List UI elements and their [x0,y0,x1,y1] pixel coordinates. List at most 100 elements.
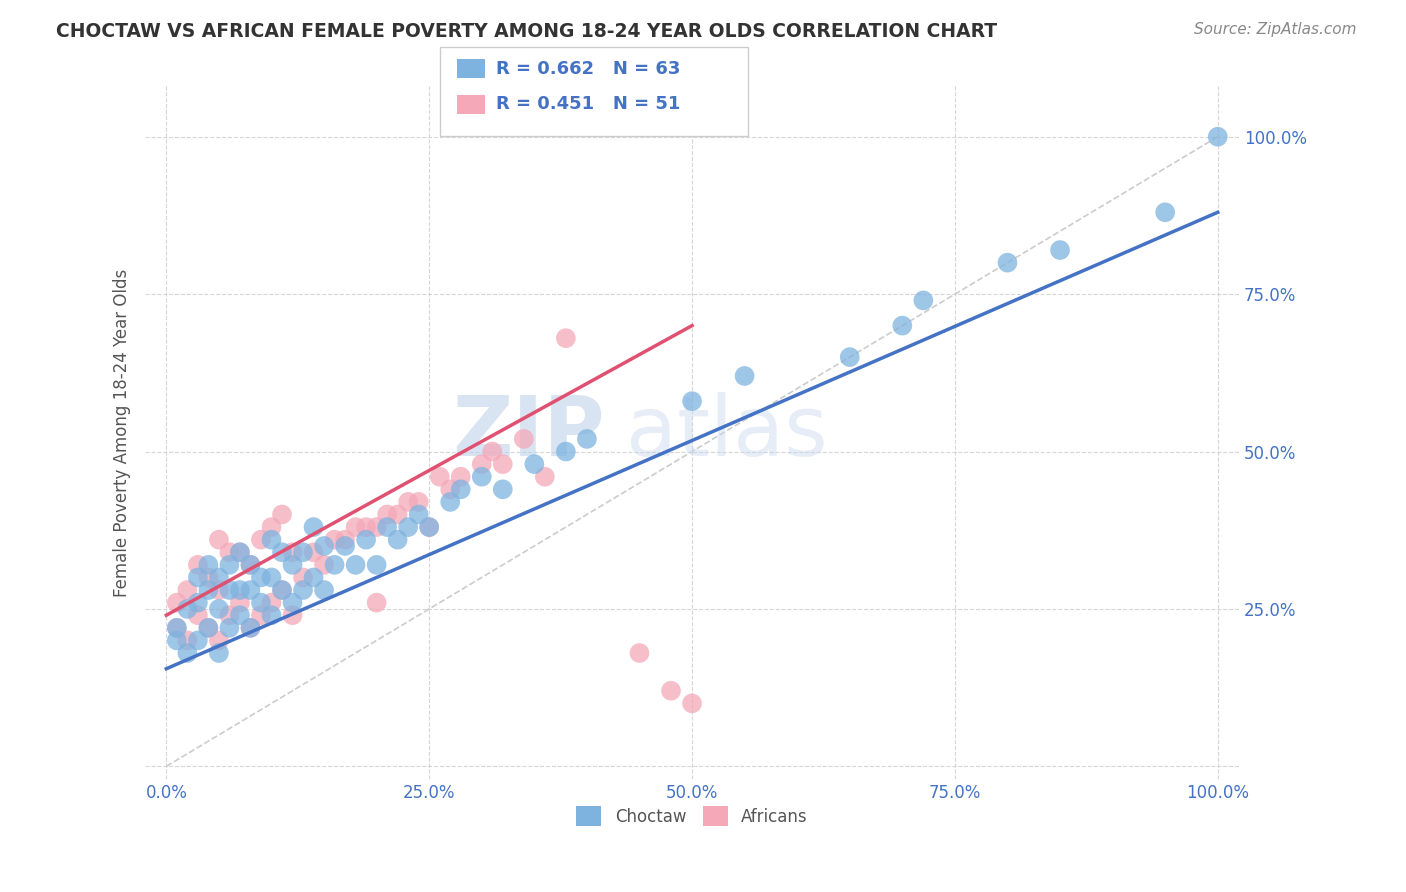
Point [575,432,598,446]
Point [250,596,273,610]
Point [239,558,262,572]
Point [333,539,356,553]
Point [439,483,461,497]
Point [408,495,430,509]
Point [260,570,283,584]
Point [681,394,703,409]
Point [323,533,346,547]
Point [492,457,515,471]
Point [344,520,367,534]
Point [302,570,325,584]
Point [260,596,283,610]
Point [218,608,240,623]
Point [418,520,440,534]
Point [187,570,209,584]
Point [1206,129,1229,144]
Point [1154,205,1177,219]
Point [375,520,398,534]
Point [292,570,315,584]
Text: R = 0.451   N = 51: R = 0.451 N = 51 [496,95,681,113]
Point [492,483,515,497]
Point [554,444,576,458]
Text: CHOCTAW VS AFRICAN FEMALE POVERTY AMONG 18-24 YEAR OLDS CORRELATION CHART: CHOCTAW VS AFRICAN FEMALE POVERTY AMONG … [56,22,997,41]
Point [239,621,262,635]
Point [387,508,409,522]
Point [659,683,682,698]
Point [197,582,219,597]
Point [271,508,294,522]
Point [229,608,252,623]
Point [218,545,240,559]
Point [375,508,398,522]
Point [450,469,472,483]
Point [396,520,419,534]
Point [208,582,231,597]
Point [187,633,209,648]
Point [187,596,209,610]
Point [450,483,472,497]
Point [439,495,461,509]
Point [734,368,756,383]
Point [418,520,440,534]
Point [354,533,377,547]
Point [292,582,315,597]
Point [197,558,219,572]
Point [912,293,935,308]
Point [176,633,198,648]
Point [218,621,240,635]
Point [312,558,335,572]
Point [354,520,377,534]
Point [166,633,188,648]
Point [471,457,494,471]
Point [387,533,409,547]
Point [271,545,294,559]
Point [176,646,198,660]
Point [229,545,252,559]
Point [312,539,335,553]
Point [208,570,231,584]
Point [838,350,860,364]
Point [176,582,198,597]
Text: atlas: atlas [627,392,828,473]
Point [197,621,219,635]
Point [166,621,188,635]
Point [239,558,262,572]
Point [208,602,231,616]
Point [997,255,1019,269]
Point [281,558,304,572]
Point [1049,243,1071,257]
Text: Source: ZipAtlas.com: Source: ZipAtlas.com [1194,22,1357,37]
Point [523,457,546,471]
Point [166,596,188,610]
Point [429,469,451,483]
Point [628,646,651,660]
Point [302,520,325,534]
Point [197,570,219,584]
Point [260,520,283,534]
Point [281,596,304,610]
Point [554,331,576,345]
Point [187,608,209,623]
Point [281,545,304,559]
Point [218,558,240,572]
Point [260,608,283,623]
Point [250,570,273,584]
Point [534,469,557,483]
Point [513,432,536,446]
Point [208,646,231,660]
Point [271,582,294,597]
Point [271,582,294,597]
Point [229,596,252,610]
Point [176,602,198,616]
Text: R = 0.662   N = 63: R = 0.662 N = 63 [496,60,681,78]
Point [471,469,494,483]
Point [250,533,273,547]
Point [250,608,273,623]
Point [312,582,335,597]
Point [260,533,283,547]
Point [323,558,346,572]
Point [481,444,503,458]
Point [681,697,703,711]
Point [229,545,252,559]
Point [239,621,262,635]
